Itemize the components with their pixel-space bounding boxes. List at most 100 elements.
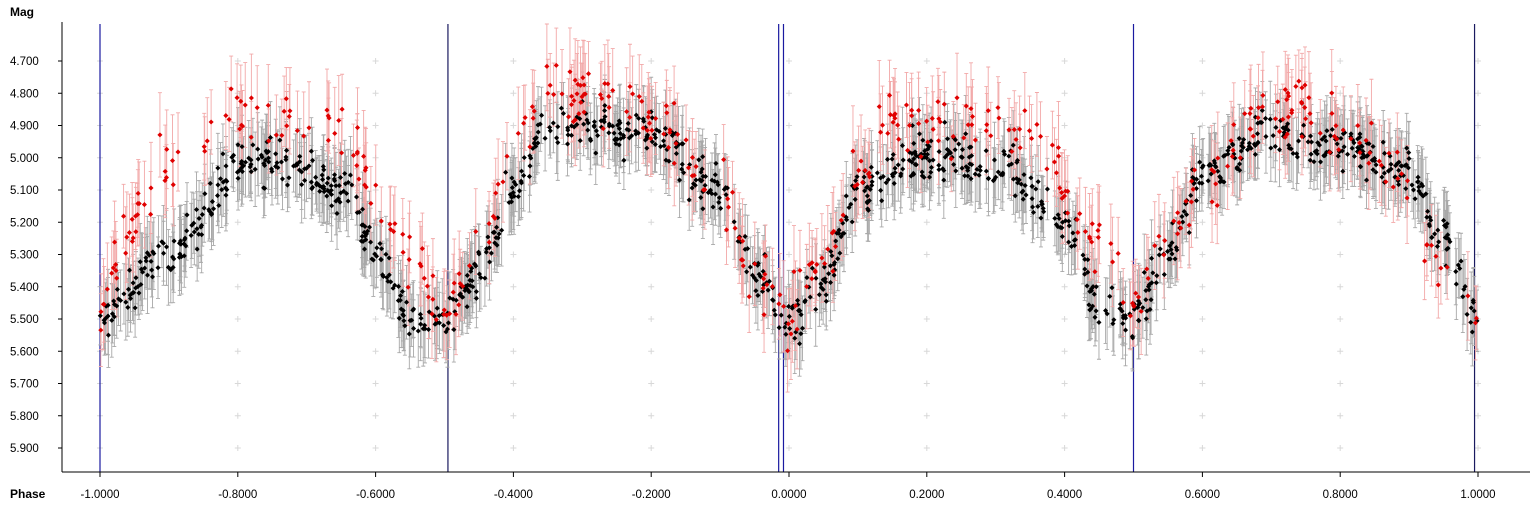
data-point-red xyxy=(1378,162,1384,168)
data-point-black xyxy=(526,173,533,180)
data-point-black xyxy=(380,272,386,278)
data-point-red xyxy=(1376,158,1382,164)
grid-cross xyxy=(510,122,517,129)
data-point-black xyxy=(1143,297,1149,303)
grid-cross xyxy=(1061,122,1068,129)
data-point-red xyxy=(1404,178,1411,184)
data-point-black xyxy=(388,279,394,285)
data-point-black xyxy=(1410,187,1417,193)
data-point-black xyxy=(867,186,873,192)
data-point-black xyxy=(1286,142,1292,148)
data-point-black xyxy=(1385,168,1392,174)
data-point-red xyxy=(254,105,260,111)
data-point-black xyxy=(1267,116,1273,122)
data-point-black xyxy=(1188,192,1194,199)
y-tick-label: 5.100 xyxy=(10,185,39,197)
data-point-red xyxy=(493,190,499,196)
data-point-black xyxy=(417,311,423,317)
data-point-black xyxy=(1196,180,1202,186)
data-point-red xyxy=(1399,171,1405,177)
data-point-red xyxy=(545,90,551,96)
data-point-black xyxy=(1029,196,1035,202)
data-point-black xyxy=(325,187,331,193)
data-point-black xyxy=(396,315,402,321)
data-point-red xyxy=(1108,241,1114,247)
data-point-red xyxy=(1284,97,1290,103)
data-point-red xyxy=(606,93,612,99)
data-point-red xyxy=(916,107,922,113)
error-bars xyxy=(98,23,1480,393)
data-point-black xyxy=(1308,139,1315,145)
data-point-red xyxy=(460,283,466,289)
data-point-red xyxy=(162,178,168,184)
data-point-red xyxy=(1074,217,1080,223)
data-point-red xyxy=(129,216,135,222)
data-point-black xyxy=(328,187,334,193)
data-point-black xyxy=(895,162,901,168)
data-point-black xyxy=(1141,269,1147,275)
data-point-black xyxy=(1041,209,1047,215)
data-point-red xyxy=(1051,159,1058,165)
grid-cross xyxy=(1199,122,1206,129)
data-point-black xyxy=(1059,225,1065,231)
data-point-black xyxy=(1388,161,1394,167)
data-point-black xyxy=(702,182,708,188)
data-point-black xyxy=(194,226,200,232)
data-point-red xyxy=(457,281,463,287)
data-point-red xyxy=(1333,123,1339,129)
grid-cross xyxy=(1337,380,1344,387)
data-point-red xyxy=(1089,221,1095,227)
data-point-black xyxy=(1140,305,1146,311)
grid-cross xyxy=(648,58,655,64)
data-point-red xyxy=(1183,198,1189,204)
data-point-black xyxy=(1060,219,1066,225)
y-tick-label: 5.500 xyxy=(10,314,39,326)
data-point-black xyxy=(441,322,447,329)
data-points xyxy=(97,62,1480,354)
data-point-black xyxy=(466,288,472,294)
data-point-black xyxy=(392,282,398,288)
data-point-black xyxy=(991,157,998,163)
data-point-black xyxy=(908,173,914,179)
data-point-red xyxy=(1334,136,1340,142)
data-point-black xyxy=(1348,131,1354,137)
data-point-black xyxy=(885,177,891,183)
data-point-black xyxy=(942,119,948,125)
data-point-black xyxy=(1380,139,1386,145)
data-point-black xyxy=(1014,159,1020,165)
data-point-black xyxy=(451,327,457,333)
data-point-red xyxy=(627,84,633,90)
data-point-black xyxy=(194,207,200,213)
data-point-black xyxy=(184,228,190,234)
data-point-black xyxy=(1251,141,1257,147)
data-point-black xyxy=(621,157,627,163)
data-point-black xyxy=(171,238,177,244)
data-point-black xyxy=(944,136,951,142)
data-point-black xyxy=(211,206,217,212)
data-point-black xyxy=(1345,151,1351,157)
data-point-red xyxy=(972,137,978,143)
data-point-black xyxy=(1355,145,1361,151)
grid-cross xyxy=(1337,251,1344,258)
data-point-black xyxy=(1321,153,1327,159)
data-point-black xyxy=(198,224,204,230)
data-point-black xyxy=(1082,256,1088,262)
data-point-black xyxy=(400,307,406,314)
data-point-black xyxy=(219,187,225,193)
grid-cross xyxy=(1199,445,1206,451)
data-point-black xyxy=(464,304,470,310)
x-tick-label: -0.2000 xyxy=(632,489,671,501)
data-point-red xyxy=(400,231,406,237)
data-point-black xyxy=(606,130,612,136)
data-point-red xyxy=(325,137,331,143)
grid-cross xyxy=(510,412,517,419)
data-point-black xyxy=(132,305,138,311)
data-point-black xyxy=(1068,243,1074,249)
data-point-red xyxy=(760,285,766,291)
data-point-black xyxy=(1218,175,1224,181)
data-point-black xyxy=(411,306,417,312)
data-point-red xyxy=(1473,315,1479,321)
grid-cross xyxy=(1337,283,1344,290)
data-point-red xyxy=(1367,150,1373,156)
data-point-black xyxy=(1085,269,1091,275)
